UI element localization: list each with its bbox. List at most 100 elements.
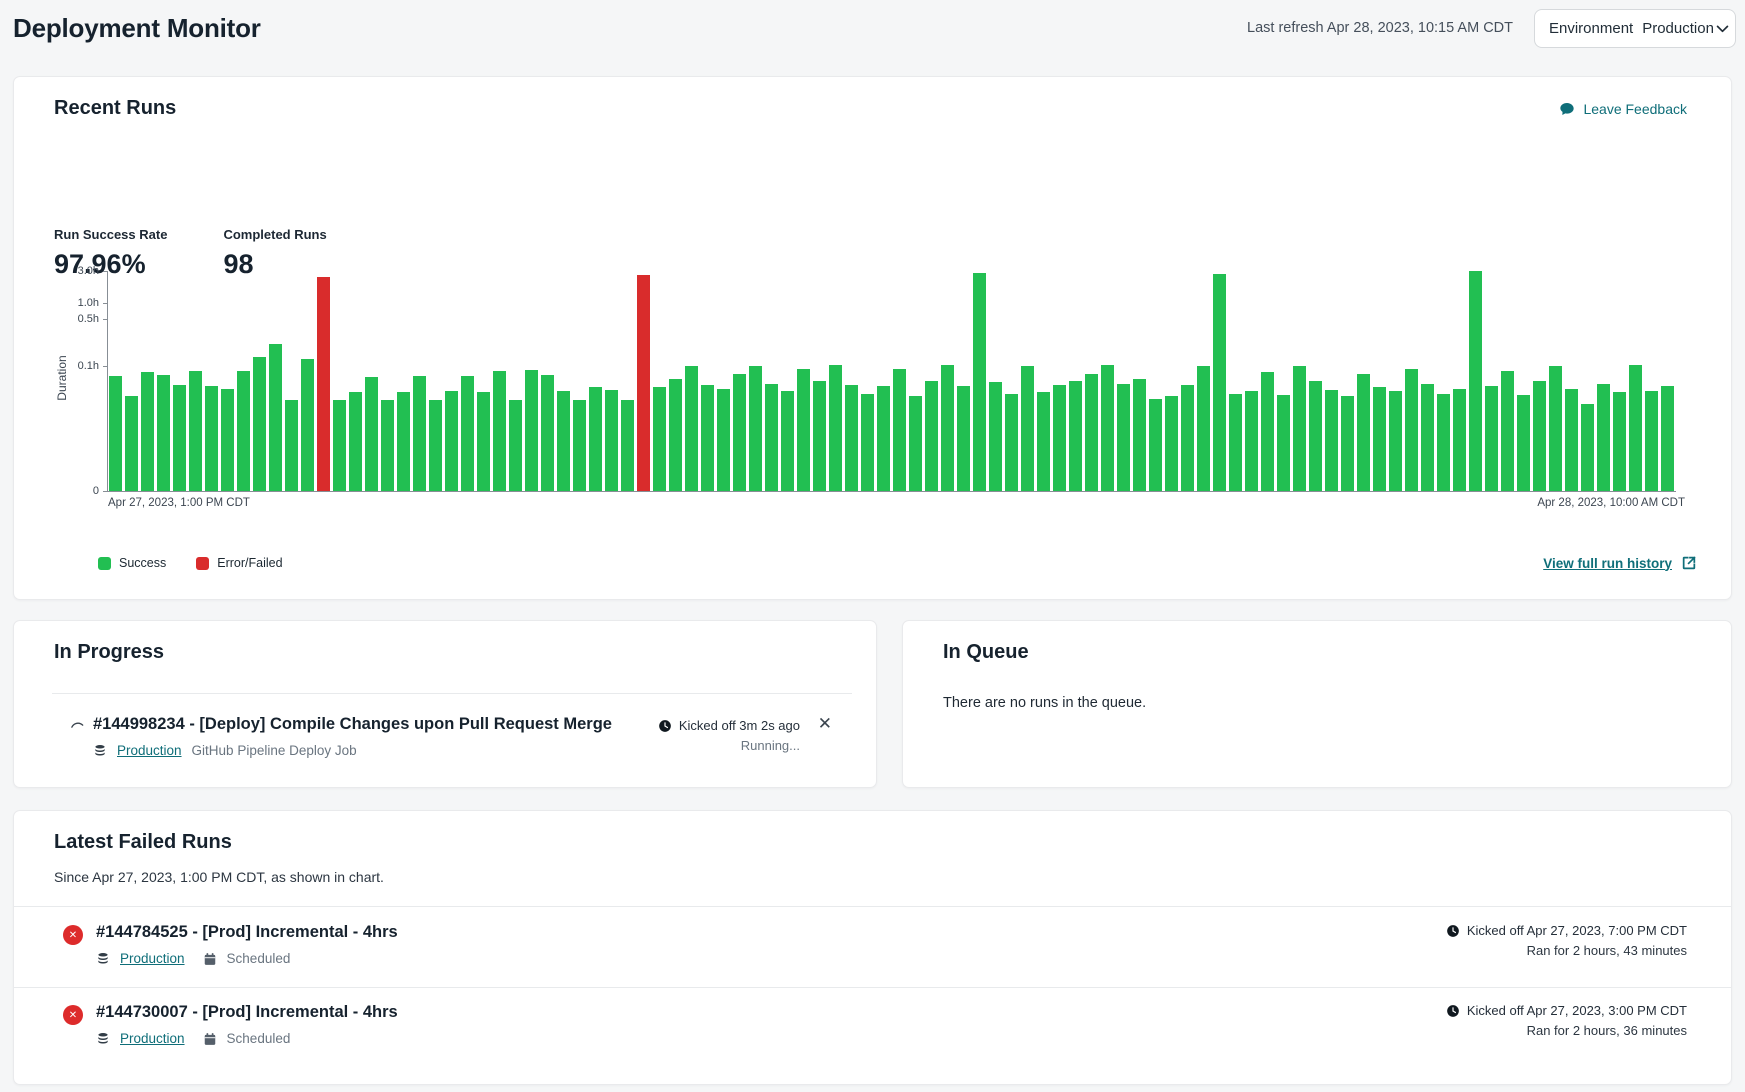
chart-bar-success[interactable] <box>813 381 826 491</box>
chart-bar-success[interactable] <box>1389 391 1402 491</box>
chart-bar-success[interactable] <box>349 392 362 491</box>
chart-bar-success[interactable] <box>253 357 266 491</box>
chart-bar-success[interactable] <box>1165 396 1178 491</box>
chart-bar-success[interactable] <box>1325 390 1338 491</box>
chart-bar-success[interactable] <box>1021 366 1034 491</box>
chart-bar-success[interactable] <box>157 375 170 491</box>
chart-bar-success[interactable] <box>733 374 746 491</box>
chart-bar-success[interactable] <box>1005 394 1018 491</box>
chart-bar-success[interactable] <box>477 392 490 491</box>
chart-bar-success[interactable] <box>1501 371 1514 491</box>
run-environment-link[interactable]: Production <box>117 743 182 758</box>
chart-bar-success[interactable] <box>1517 395 1530 491</box>
chart-bar-success[interactable] <box>333 400 346 491</box>
chart-bar-success[interactable] <box>717 389 730 491</box>
chart-bar-success[interactable] <box>365 377 378 491</box>
chart-bar-success[interactable] <box>1293 366 1306 491</box>
chart-bar-success[interactable] <box>1405 369 1418 491</box>
chart-bar-success[interactable] <box>605 390 618 491</box>
chart-bar-success[interactable] <box>1613 392 1626 491</box>
chart-bar-success[interactable] <box>701 385 714 491</box>
chart-bar-success[interactable] <box>221 389 234 491</box>
chart-bar-success[interactable] <box>1597 384 1610 491</box>
chart-bar-success[interactable] <box>1133 379 1146 491</box>
chart-bar-success[interactable] <box>1261 372 1274 491</box>
chart-bar-success[interactable] <box>797 369 810 491</box>
chart-bar-success[interactable] <box>1341 396 1354 491</box>
chart-bar-success[interactable] <box>493 371 506 491</box>
chart-bar-success[interactable] <box>621 400 634 491</box>
chart-bar-success[interactable] <box>1357 374 1370 491</box>
chart-bar-success[interactable] <box>509 400 522 491</box>
chart-bar-success[interactable] <box>845 385 858 491</box>
chart-bar-success[interactable] <box>397 392 410 491</box>
chart-bar-success[interactable] <box>1069 381 1082 491</box>
chart-bar-success[interactable] <box>445 391 458 491</box>
chart-bar-success[interactable] <box>413 376 426 491</box>
chart-bar-success[interactable] <box>861 394 874 491</box>
chart-bar-success[interactable] <box>1053 385 1066 491</box>
chart-bar-success[interactable] <box>1229 394 1242 491</box>
chart-bar-success[interactable] <box>957 386 970 491</box>
chart-bar-success[interactable] <box>1149 399 1162 491</box>
chart-bar-success[interactable] <box>1645 391 1658 491</box>
chart-bar-success[interactable] <box>1453 389 1466 491</box>
chart-bar-success[interactable] <box>781 391 794 491</box>
chart-bar-success[interactable] <box>1117 384 1130 491</box>
chart-bar-success[interactable] <box>973 273 986 491</box>
chart-bar-success[interactable] <box>989 382 1002 491</box>
chart-bar-success[interactable] <box>1101 365 1114 491</box>
chart-bar-success[interactable] <box>829 365 842 491</box>
chart-bar-success[interactable] <box>589 387 602 491</box>
chart-bar-error[interactable] <box>317 277 330 491</box>
chart-bar-success[interactable] <box>765 384 778 491</box>
chart-bars[interactable] <box>109 271 1674 491</box>
chart-bar-success[interactable] <box>301 359 314 491</box>
chart-bar-success[interactable] <box>237 371 250 491</box>
chart-bar-success[interactable] <box>653 387 666 491</box>
chart-bar-success[interactable] <box>573 400 586 491</box>
chart-bar-success[interactable] <box>1085 374 1098 491</box>
environment-dropdown[interactable]: Environment Production <box>1534 9 1736 48</box>
chart-bar-success[interactable] <box>189 371 202 491</box>
chart-bar-success[interactable] <box>1565 389 1578 491</box>
chart-bar-success[interactable] <box>525 370 538 491</box>
chart-bar-success[interactable] <box>1373 387 1386 491</box>
close-icon[interactable]: ✕ <box>818 715 832 732</box>
chart-bar-success[interactable] <box>1245 391 1258 491</box>
chart-bar-success[interactable] <box>205 386 218 491</box>
chart-bar-success[interactable] <box>877 386 890 491</box>
chart-bar-success[interactable] <box>893 369 906 491</box>
chart-bar-success[interactable] <box>1197 366 1210 491</box>
chart-bar-success[interactable] <box>1037 392 1050 491</box>
run-environment-link[interactable]: Production <box>120 1031 185 1046</box>
chart-bar-success[interactable] <box>1485 386 1498 491</box>
chart-bar-success[interactable] <box>685 366 698 491</box>
chart-bar-success[interactable] <box>669 379 682 491</box>
chart-bar-success[interactable] <box>141 372 154 491</box>
chart-bar-success[interactable] <box>1469 271 1482 491</box>
chart-bar-success[interactable] <box>1181 385 1194 491</box>
chart-bar-success[interactable] <box>1277 395 1290 491</box>
chart-bar-success[interactable] <box>125 396 138 491</box>
chart-bar-success[interactable] <box>557 391 570 491</box>
run-environment-link[interactable]: Production <box>120 951 185 966</box>
chart-bar-success[interactable] <box>909 396 922 491</box>
chart-bar-success[interactable] <box>541 375 554 491</box>
chart-bar-success[interactable] <box>1437 394 1450 491</box>
chart-bar-success[interactable] <box>1213 274 1226 491</box>
chart-bar-success[interactable] <box>429 400 442 491</box>
chart-bar-success[interactable] <box>1629 365 1642 491</box>
chart-bar-success[interactable] <box>173 385 186 491</box>
chart-bar-success[interactable] <box>1581 404 1594 491</box>
chart-bar-success[interactable] <box>749 366 762 491</box>
chart-bar-success[interactable] <box>269 344 282 491</box>
chart-bar-success[interactable] <box>1533 381 1546 491</box>
chart-bar-success[interactable] <box>461 376 474 491</box>
chart-bar-success[interactable] <box>941 365 954 491</box>
view-full-run-history-link[interactable]: View full run history <box>1543 555 1697 571</box>
chart-bar-success[interactable] <box>1309 381 1322 491</box>
chart-bar-success[interactable] <box>1549 366 1562 491</box>
chart-bar-success[interactable] <box>1661 386 1674 491</box>
chart-bar-success[interactable] <box>925 381 938 491</box>
